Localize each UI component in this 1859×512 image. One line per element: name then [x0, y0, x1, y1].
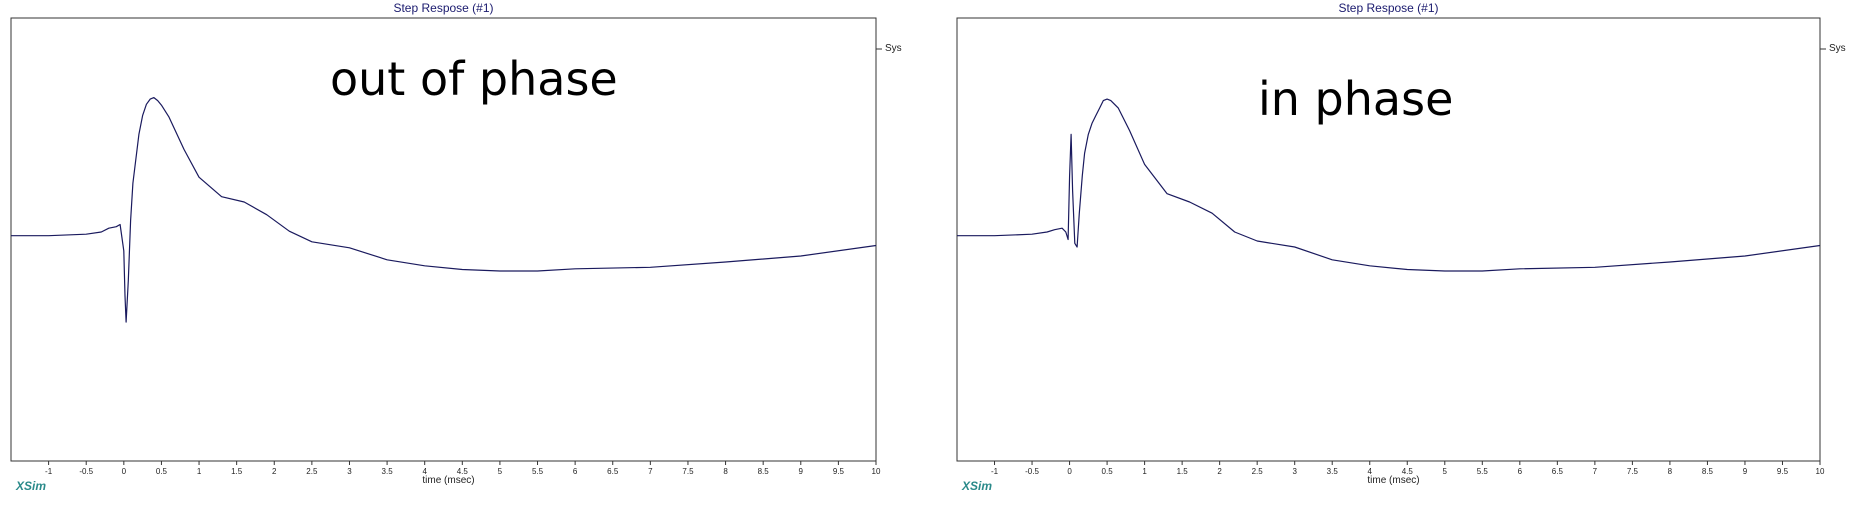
x-tick-label: 5.5: [1477, 467, 1489, 476]
xsim-logo: XSim: [16, 479, 47, 493]
x-tick-label: 0.5: [1102, 467, 1114, 476]
x-tick-label: 0.5: [156, 467, 168, 476]
x-tick-label: 8: [1668, 467, 1673, 476]
chart-canvas[interactable]: -1 -0.5 0 0.5 1 1.5 2 2.5 3 3.5 4 4.5 5 5.5 6 6.5 7 7.5 8 8…: [0, 0, 930, 512]
x-tick-label: 2.5: [306, 467, 318, 476]
x-tick-label: 8: [723, 467, 728, 476]
x-tick-label: 7: [648, 467, 653, 476]
x-tick-label: 5: [498, 467, 503, 476]
x-tick-label: 6: [1518, 467, 1523, 476]
x-tick-label: 3.5: [1327, 467, 1339, 476]
xsim-logo: XSim: [962, 479, 993, 493]
annotation-text: out of phase: [330, 52, 618, 106]
plot-frame: [10, 17, 877, 462]
chart-panel-out-of-phase: Step Respose (#1) -1 -0.5 0 0.5 1 1.5 2 2.5 3 3.5…: [0, 0, 930, 512]
plot-frame: [956, 17, 1821, 462]
x-tick-label: 6: [573, 467, 578, 476]
annotation-text: in phase: [1258, 72, 1454, 126]
chart-canvas[interactable]: -1 -0.5 0 0.5 1 1.5 2 2.5 3 3.5 4 4.5 5 5.5 6 6.5 7 7.5 8 8…: [946, 0, 1859, 512]
x-tick-label: 5.5: [532, 467, 544, 476]
chart-panel-in-phase: Step Respose (#1) -1 -0.5 0 0.5 1 1.5 2 2.5 3 3.5…: [946, 0, 1859, 512]
x-tick-label: 8.5: [1702, 467, 1714, 476]
x-tick-label: 7: [1593, 467, 1598, 476]
x-tick-label: 1: [1142, 467, 1147, 476]
x-tick-label: 10: [1816, 467, 1825, 476]
x-tick-label: 9.5: [1777, 467, 1789, 476]
x-tick-label: 3: [1292, 467, 1297, 476]
x-tick-label: 10: [872, 467, 881, 476]
series-line-sys: [957, 98, 1821, 272]
x-tick-label: -1: [991, 467, 999, 476]
x-tick-label: 4: [422, 467, 427, 476]
x-axis-label: time (msec): [422, 475, 475, 486]
x-tick-label: 4.5: [457, 467, 469, 476]
x-tick-label: 7.5: [1627, 467, 1639, 476]
x-tick-label: 9: [799, 467, 804, 476]
x-tick-label: 2: [1217, 467, 1222, 476]
x-tick-label: -1: [45, 467, 53, 476]
x-tick-label: 5: [1443, 467, 1448, 476]
x-tick-label: 9.5: [833, 467, 845, 476]
x-axis-label: time (msec): [1367, 475, 1420, 486]
x-tick-label: 6.5: [1552, 467, 1564, 476]
x-tick-label: -0.5: [1025, 467, 1039, 476]
x-tick-label: 8.5: [758, 467, 770, 476]
x-tick-label: 9: [1743, 467, 1748, 476]
chart-title: Step Respose (#1): [393, 1, 494, 15]
x-tick-label: 7.5: [682, 467, 694, 476]
x-tick-label: 3.5: [382, 467, 394, 476]
x-tick-label: 2.5: [1252, 467, 1264, 476]
x-tick-label: 6.5: [607, 467, 619, 476]
legend-label: Sys: [885, 43, 902, 54]
x-tick-label: 0: [1067, 467, 1072, 476]
x-tick-label: 1.5: [1177, 467, 1189, 476]
x-tick-label: 1: [197, 467, 202, 476]
series-line-sys: [11, 96, 877, 323]
x-tick-label: 2: [272, 467, 277, 476]
x-tick-label: 1.5: [231, 467, 243, 476]
x-tick-label: 3: [347, 467, 352, 476]
x-tick-label: -0.5: [79, 467, 93, 476]
legend-label: Sys: [1829, 43, 1846, 54]
x-tick-label: 0: [122, 467, 127, 476]
x-tick-label: 4.5: [1402, 467, 1414, 476]
chart-title: Step Respose (#1): [1338, 1, 1439, 15]
x-tick-label: 4: [1368, 467, 1373, 476]
